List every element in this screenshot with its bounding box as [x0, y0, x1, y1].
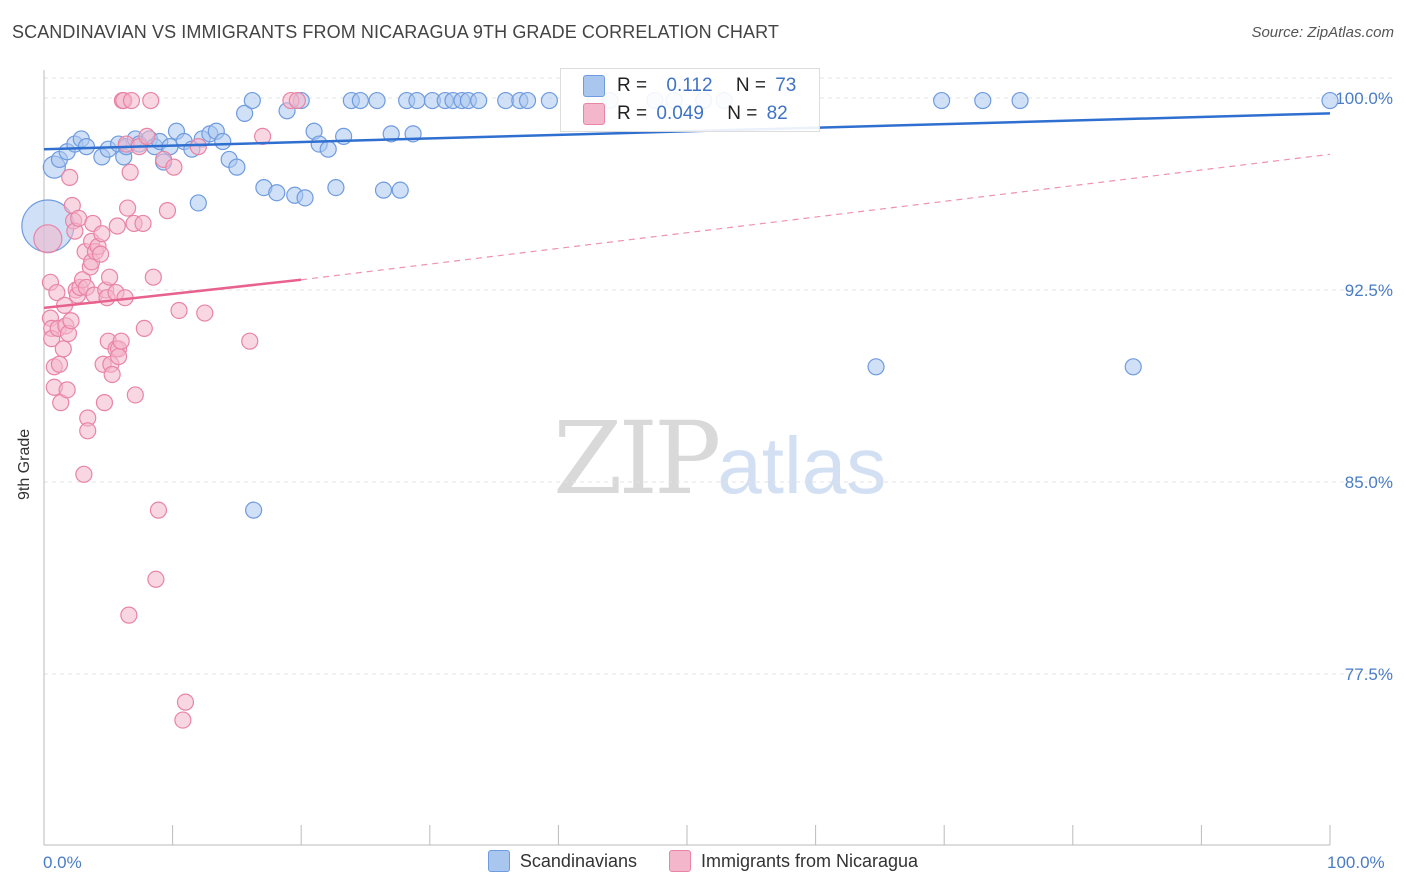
nicaragua-point — [61, 168, 79, 186]
nicaragua-point — [158, 202, 177, 220]
y-tick-label: 77.5% — [1345, 665, 1393, 684]
nicaragua-point — [93, 225, 111, 243]
nicaragua-point — [108, 217, 126, 235]
y-tick-label: 92.5% — [1345, 281, 1393, 300]
stats-r-label-pink: R = — [617, 103, 648, 124]
chart-title: SCANDINAVIAN VS IMMIGRANTS FROM NICARAGU… — [12, 22, 779, 42]
nicaragua-point — [50, 355, 69, 373]
nicaragua-point — [58, 381, 76, 399]
scandinavian-point — [408, 91, 426, 110]
scandinavian-point — [867, 358, 885, 376]
nicaragua-point — [54, 340, 72, 358]
legend-item-scandinavians[interactable]: Scandinavians — [487, 850, 637, 872]
nicaragua-point — [118, 199, 137, 217]
stats-swatch-blue — [583, 75, 605, 97]
nicaragua-trend-line — [43, 278, 302, 310]
watermark-atlas: atlas — [717, 421, 887, 510]
stats-r-value-pink: 0.049 — [656, 103, 704, 124]
stats-swatch-pink — [583, 103, 605, 125]
scandinavian-point — [243, 91, 261, 110]
scandinavian-point — [368, 91, 386, 110]
scandinavian-point — [382, 125, 400, 143]
scandinavian-point — [974, 91, 992, 110]
nicaragua-point — [241, 332, 259, 350]
scandinavian-point — [374, 181, 393, 199]
legend-label-scandinavians: Scandinavians — [519, 850, 637, 871]
nicaragua-point — [48, 283, 66, 302]
nicaragua-point — [79, 422, 97, 440]
scandinavian-point — [933, 91, 951, 110]
y-tick-label: 85.0% — [1345, 473, 1393, 492]
nicaragua-point — [142, 91, 160, 110]
scandinavian-point — [296, 189, 314, 207]
nicaragua-point — [122, 91, 141, 110]
nicaragua-point — [112, 332, 130, 350]
source-credit: Source: ZipAtlas.com — [1251, 24, 1394, 41]
x-tick-label-max: 100.0% — [1327, 853, 1385, 872]
y-tick-label: 100.0% — [1335, 89, 1393, 108]
stats-text-blue: R = 0.112 N = 73 — [617, 75, 796, 97]
nicaragua-point — [62, 312, 80, 330]
nicaragua-point — [176, 693, 195, 711]
x-tick-label-min: 0.0% — [43, 853, 82, 872]
scandinavian-point — [214, 132, 232, 151]
stats-n-value-pink: 82 — [766, 103, 788, 124]
nicaragua-point — [109, 347, 128, 366]
nicaragua-point — [126, 386, 144, 404]
nicaragua-point — [149, 501, 168, 519]
legend-item-nicaragua[interactable]: Immigrants from Nicaragua — [669, 850, 918, 872]
legend-label-nicaragua: Immigrants from Nicaragua — [701, 850, 919, 871]
legend-swatch-blue — [487, 850, 510, 872]
nicaragua-point — [196, 304, 214, 322]
scandinavian-point — [1124, 358, 1142, 376]
nicaragua-point — [135, 319, 153, 337]
nicaragua-point — [165, 158, 183, 176]
stats-r-value-blue: 0.112 — [666, 75, 713, 96]
scandinavian-point — [319, 140, 337, 158]
nicaragua-point — [100, 268, 119, 286]
stats-text-pink: R = 0.049 N = 82 — [617, 103, 788, 125]
scandinavian-point — [268, 184, 286, 202]
stats-r-label-blue: R = — [617, 75, 648, 96]
nicaragua-point — [95, 394, 114, 412]
nicaragua-point — [75, 465, 93, 483]
nicaragua-point — [91, 245, 110, 263]
scandinavian-point — [228, 158, 246, 176]
nicaragua-point — [170, 301, 188, 320]
nicaragua-point — [33, 224, 63, 254]
stats-n-label-pink: N = — [727, 103, 758, 124]
nicaragua-point — [134, 214, 152, 233]
chart-legend: Scandinavians Immigrants from Nicaragua — [0, 850, 1406, 872]
nicaragua-point — [144, 268, 162, 286]
nicaragua-point — [121, 163, 139, 181]
stats-n-value-blue: 73 — [775, 75, 797, 96]
scandinavian-point — [236, 104, 254, 122]
nicaragua-point — [174, 711, 192, 729]
scandinavian-point — [351, 91, 369, 110]
scandinavian-point — [470, 91, 488, 110]
scandinavian-point — [540, 91, 558, 110]
scandinavian-point — [518, 91, 537, 110]
scandinavian-point — [391, 181, 409, 199]
scandinavian-point — [327, 179, 345, 197]
stats-box: R = 0.112 N = 73 R = 0.049 N = 82 — [560, 68, 820, 132]
nicaragua-point — [254, 127, 272, 145]
nicaragua-point — [103, 365, 121, 384]
scandinavian-point — [1011, 91, 1029, 110]
nicaragua-point — [120, 606, 138, 624]
nicaragua-point — [138, 127, 156, 145]
nicaragua-point — [189, 138, 207, 156]
watermark-zip: ZIP — [553, 400, 721, 517]
nicaragua-point — [288, 91, 306, 110]
nicaragua-trend-extension — [301, 153, 1331, 281]
legend-swatch-pink — [669, 850, 691, 872]
stats-n-label-blue: N = — [735, 75, 766, 96]
nicaragua-point — [147, 570, 165, 588]
scandinavian-point — [1321, 91, 1339, 110]
scandinavian-point — [189, 194, 207, 212]
scandinavian-point — [245, 501, 263, 519]
watermark: ZIPatlas — [553, 400, 886, 517]
